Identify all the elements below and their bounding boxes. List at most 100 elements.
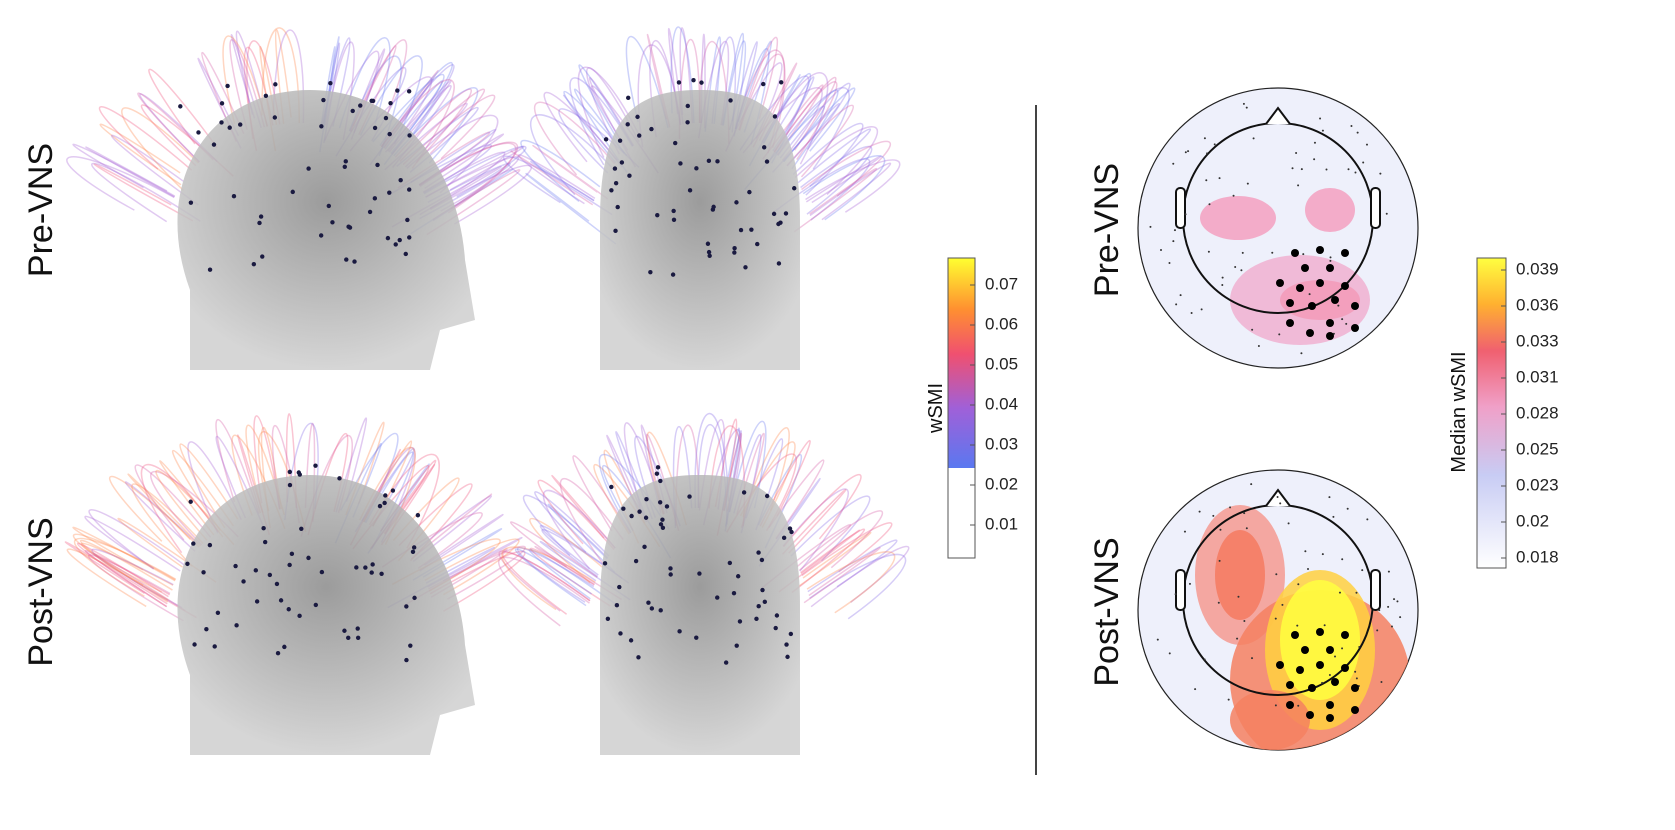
sensor: [1184, 151, 1187, 154]
connection-arc: [274, 29, 292, 124]
electrode: [728, 98, 733, 103]
topo-region: [1230, 690, 1310, 750]
connection-arc: [793, 168, 878, 233]
electrode: [403, 251, 408, 257]
connection-arc: [768, 459, 825, 540]
electrode: [415, 513, 421, 518]
connection-arc: [586, 66, 640, 155]
sensor: [1297, 704, 1300, 707]
electrode: [254, 599, 260, 604]
connection-arc: [398, 483, 473, 562]
electrode: [658, 522, 664, 527]
electrode: [185, 561, 190, 567]
sensor: [1236, 637, 1239, 640]
electrode: [755, 241, 760, 247]
electrode: [731, 590, 737, 596]
connection-arc: [563, 90, 628, 164]
electrode: [397, 237, 402, 243]
tick-label: 0.03: [985, 434, 1018, 453]
connection-arc: [773, 81, 838, 161]
connection-arc: [110, 134, 199, 206]
sensor: [1221, 276, 1224, 279]
electrode: [649, 126, 654, 132]
connection-arc: [379, 61, 454, 147]
significant-sensor: [1341, 282, 1349, 290]
electrode: [411, 545, 417, 550]
electrode: [238, 122, 243, 127]
tick-label: 0.07: [985, 274, 1018, 293]
significant-sensor: [1351, 302, 1359, 310]
sensor: [1274, 617, 1277, 620]
connection-arc: [171, 449, 235, 531]
connection-arc: [272, 29, 305, 124]
tick-label: 0.018: [1516, 547, 1559, 566]
connection-arc: [406, 114, 499, 194]
significant-sensor: [1316, 279, 1324, 287]
electrode: [741, 490, 747, 495]
electrode: [350, 108, 355, 114]
electrode: [289, 551, 295, 557]
sensor: [1188, 582, 1191, 585]
electrode: [278, 598, 284, 603]
connection-arc: [159, 460, 224, 538]
electrode: [342, 628, 347, 633]
significant-sensor: [1341, 664, 1349, 672]
connection-arc: [412, 495, 492, 562]
sensor: [1245, 527, 1248, 530]
electrode: [738, 227, 744, 233]
sensor: [1295, 152, 1298, 155]
sensor: [1354, 670, 1357, 673]
connection-arc: [745, 438, 784, 531]
electrode: [282, 644, 287, 650]
head-shape: [177, 475, 475, 755]
electrode: [383, 115, 389, 121]
row-label: Post-VNS: [22, 517, 60, 666]
connection-arc: [88, 554, 184, 622]
connection-arc: [84, 515, 181, 572]
electrode: [792, 186, 797, 191]
connection-arc: [66, 156, 175, 211]
connection-arc: [670, 26, 695, 124]
sensor: [1307, 567, 1310, 570]
electrode: [677, 629, 682, 634]
electrode: [619, 160, 625, 165]
connection-arc: [501, 546, 596, 611]
electrode: [760, 587, 765, 593]
connection-arc: [806, 551, 896, 614]
electrode: [602, 561, 608, 566]
connection-arc: [578, 64, 634, 147]
electrode: [383, 493, 388, 498]
significant-sensor: [1351, 706, 1359, 714]
connection-arc: [91, 162, 201, 223]
electrode: [685, 103, 690, 109]
sensor: [1276, 496, 1279, 499]
sensor: [1208, 203, 1211, 206]
head-shape: [600, 475, 800, 755]
sensor: [1358, 646, 1361, 649]
electrode: [253, 568, 259, 573]
significant-sensor: [1308, 302, 1316, 310]
connection-arc: [782, 488, 849, 572]
connection-arc: [781, 488, 847, 555]
connection-arc: [762, 72, 812, 164]
connection-arc: [215, 418, 260, 514]
connection-arc: [694, 412, 730, 509]
electrode: [196, 130, 201, 135]
connection-arc: [537, 479, 615, 551]
colorbar: [1476, 257, 1507, 569]
electrode: [612, 166, 618, 171]
electrode: [706, 158, 712, 164]
sensor: [1291, 167, 1294, 170]
significant-sensor: [1326, 319, 1334, 327]
electrode: [670, 272, 676, 277]
connection-arc: [498, 556, 590, 627]
connection-arc: [558, 108, 640, 174]
electrode: [629, 513, 634, 519]
connection-arc: [197, 57, 242, 149]
connection-arc: [187, 441, 242, 534]
electrode: [787, 526, 793, 531]
sensor: [1396, 600, 1399, 603]
ear: [1175, 187, 1186, 229]
electrode: [764, 159, 770, 164]
significant-sensor: [1326, 714, 1334, 722]
